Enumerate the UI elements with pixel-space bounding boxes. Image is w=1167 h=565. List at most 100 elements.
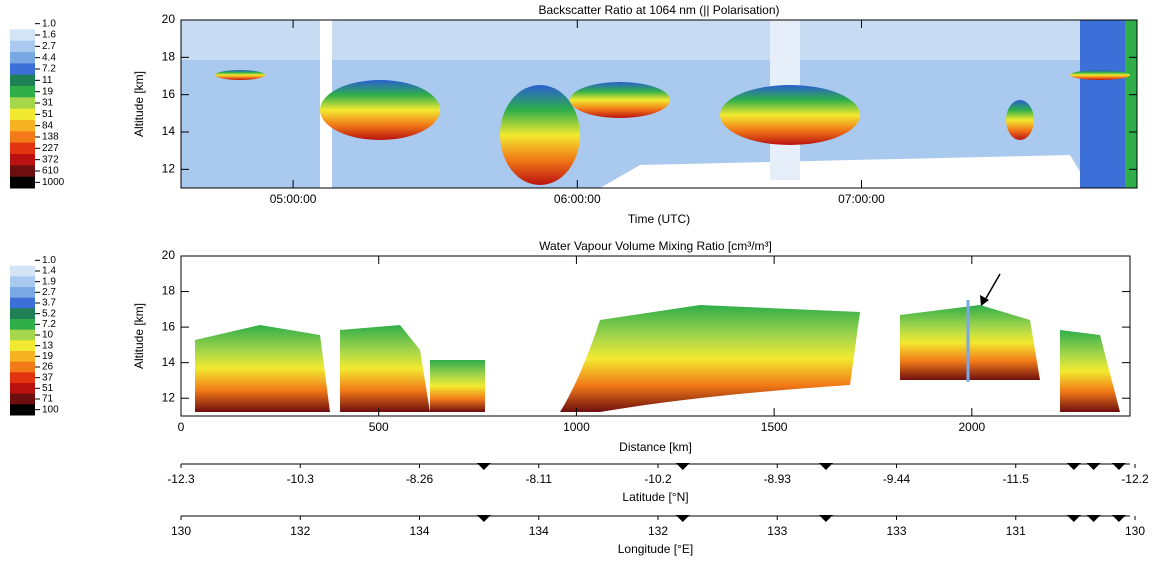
colorbar-label: 4.4	[42, 52, 56, 63]
colorbar-label: 7.2	[42, 64, 56, 75]
secondary-tick-label: 130	[1125, 524, 1145, 538]
secondary-tick-label: -8.11	[526, 472, 553, 486]
secondary-tick-label: 132	[290, 524, 310, 538]
secondary-tick-label: 133	[886, 524, 906, 538]
colorbar-label: 37	[42, 372, 54, 383]
secondary-tick-label: -12.3	[167, 472, 195, 486]
secondary-tick-label: 130	[171, 524, 191, 538]
colorbar-cell	[10, 131, 35, 144]
secondary-axis-label: Latitude [°N]	[622, 490, 688, 504]
colorbar-cell	[10, 361, 35, 373]
marker-triangle	[476, 463, 491, 470]
marker-triangle	[1086, 515, 1101, 522]
colorbar-cell	[10, 120, 35, 132]
colorbar-cell	[10, 86, 35, 98]
y-tick-label: 16	[162, 87, 176, 101]
y-tick-label: 12	[162, 390, 176, 404]
colorbar-cell	[10, 393, 35, 405]
colorbar-label: 31	[42, 98, 54, 109]
colorbar-cell	[10, 351, 35, 363]
colorbar-label: 51	[42, 383, 54, 394]
colorbar-cell	[10, 108, 35, 121]
secondary-tick-label: 132	[648, 524, 668, 538]
y-tick-label: 20	[162, 12, 176, 26]
colorbar-cell	[10, 404, 35, 416]
y-tick-label: 18	[162, 284, 176, 298]
plot-frame	[180, 19, 1138, 189]
colorbar-cell	[10, 297, 35, 309]
y-tick-label: 14	[162, 355, 176, 369]
x-tick-label: 0	[178, 420, 185, 434]
y-tick-label: 16	[162, 319, 176, 333]
colorbar-cell	[10, 383, 35, 395]
marker-triangle	[1086, 463, 1101, 470]
y-tick-label: 14	[162, 124, 176, 138]
colorbar-cell	[10, 176, 35, 189]
x-tick-label: 1000	[563, 420, 590, 434]
annotation-arrowhead	[980, 295, 989, 306]
colorbar-cell	[10, 265, 35, 277]
colorbar-label: 2.7	[42, 41, 56, 52]
colorbar-cell	[10, 142, 35, 155]
secondary-tick-label: -8.93	[764, 472, 792, 486]
marker-triangle	[675, 515, 690, 522]
x-tick-label: 2000	[958, 420, 985, 434]
colorbar-label: 11	[42, 75, 53, 86]
colorbar-cell	[10, 154, 35, 166]
y-tick-label: 18	[162, 50, 176, 64]
secondary-tick-label: -9.44	[883, 472, 911, 486]
colorbar-cell	[10, 308, 35, 320]
colorbar-label: 1.4	[42, 266, 56, 277]
colorbar-cell	[10, 319, 35, 331]
secondary-tick-label: 133	[767, 524, 787, 538]
colorbar-label: 10	[42, 330, 54, 341]
colorbar-label: 610	[42, 166, 59, 177]
plot-frame	[180, 255, 1131, 417]
colorbar-cell	[10, 29, 35, 42]
marker-triangle	[818, 463, 833, 470]
marker-triangle	[1111, 515, 1126, 522]
y-axis-label: Altitude [km]	[132, 71, 146, 137]
colorbar-label: 5.2	[42, 308, 56, 319]
colorbar-label: 1.0	[42, 18, 56, 29]
marker-triangle	[1066, 515, 1081, 522]
x-tick-label: 1500	[761, 420, 788, 434]
colorbar-label: 84	[42, 120, 54, 131]
colorbar-cell	[10, 63, 35, 76]
secondary-tick-label: 131	[1006, 524, 1026, 538]
colorbar-cell	[10, 255, 35, 267]
colorbar-cell	[10, 329, 35, 341]
colorbar-label: 1.6	[42, 30, 56, 41]
chart-title: Backscatter Ratio at 1064 nm (|| Polaris…	[538, 3, 779, 17]
colorbar-label: 138	[42, 132, 59, 143]
colorbar-cell	[10, 287, 35, 299]
x-tick-label: 06:00:00	[554, 192, 601, 206]
colorbar-cell	[10, 372, 35, 384]
y-tick-label: 20	[162, 248, 176, 262]
marker-triangle	[818, 515, 833, 522]
colorbar-label: 227	[42, 143, 59, 154]
colorbar-label: 3.7	[42, 298, 56, 309]
colorbar-label: 1.9	[42, 276, 56, 287]
secondary-tick-label: -10.3	[287, 472, 315, 486]
annotation-arrow	[984, 273, 1001, 301]
colorbar-cell	[10, 340, 35, 352]
marker-triangle	[1111, 463, 1126, 470]
colorbar-label: 372	[42, 154, 59, 165]
chart-title: Water Vapour Volume Mixing Ratio [cm³/m³…	[539, 239, 772, 253]
colorbar-label: 19	[42, 351, 54, 362]
colorbar-label: 19	[42, 86, 54, 97]
marker-triangle	[1066, 463, 1081, 470]
secondary-tick-label: -12.2	[1121, 472, 1149, 486]
secondary-tick-label: -11.5	[1003, 472, 1030, 486]
x-axis-label: Time (UTC)	[628, 212, 690, 226]
colorbar-label: 100	[42, 404, 59, 415]
y-axis-label: Altitude [km]	[132, 303, 146, 369]
colorbar-label: 1000	[42, 177, 65, 188]
colorbar-label: 71	[42, 394, 54, 405]
colorbar-cell	[10, 97, 35, 110]
x-tick-label: 07:00:00	[838, 192, 885, 206]
colorbar-cell	[10, 18, 35, 30]
colorbar-cell	[10, 74, 35, 87]
